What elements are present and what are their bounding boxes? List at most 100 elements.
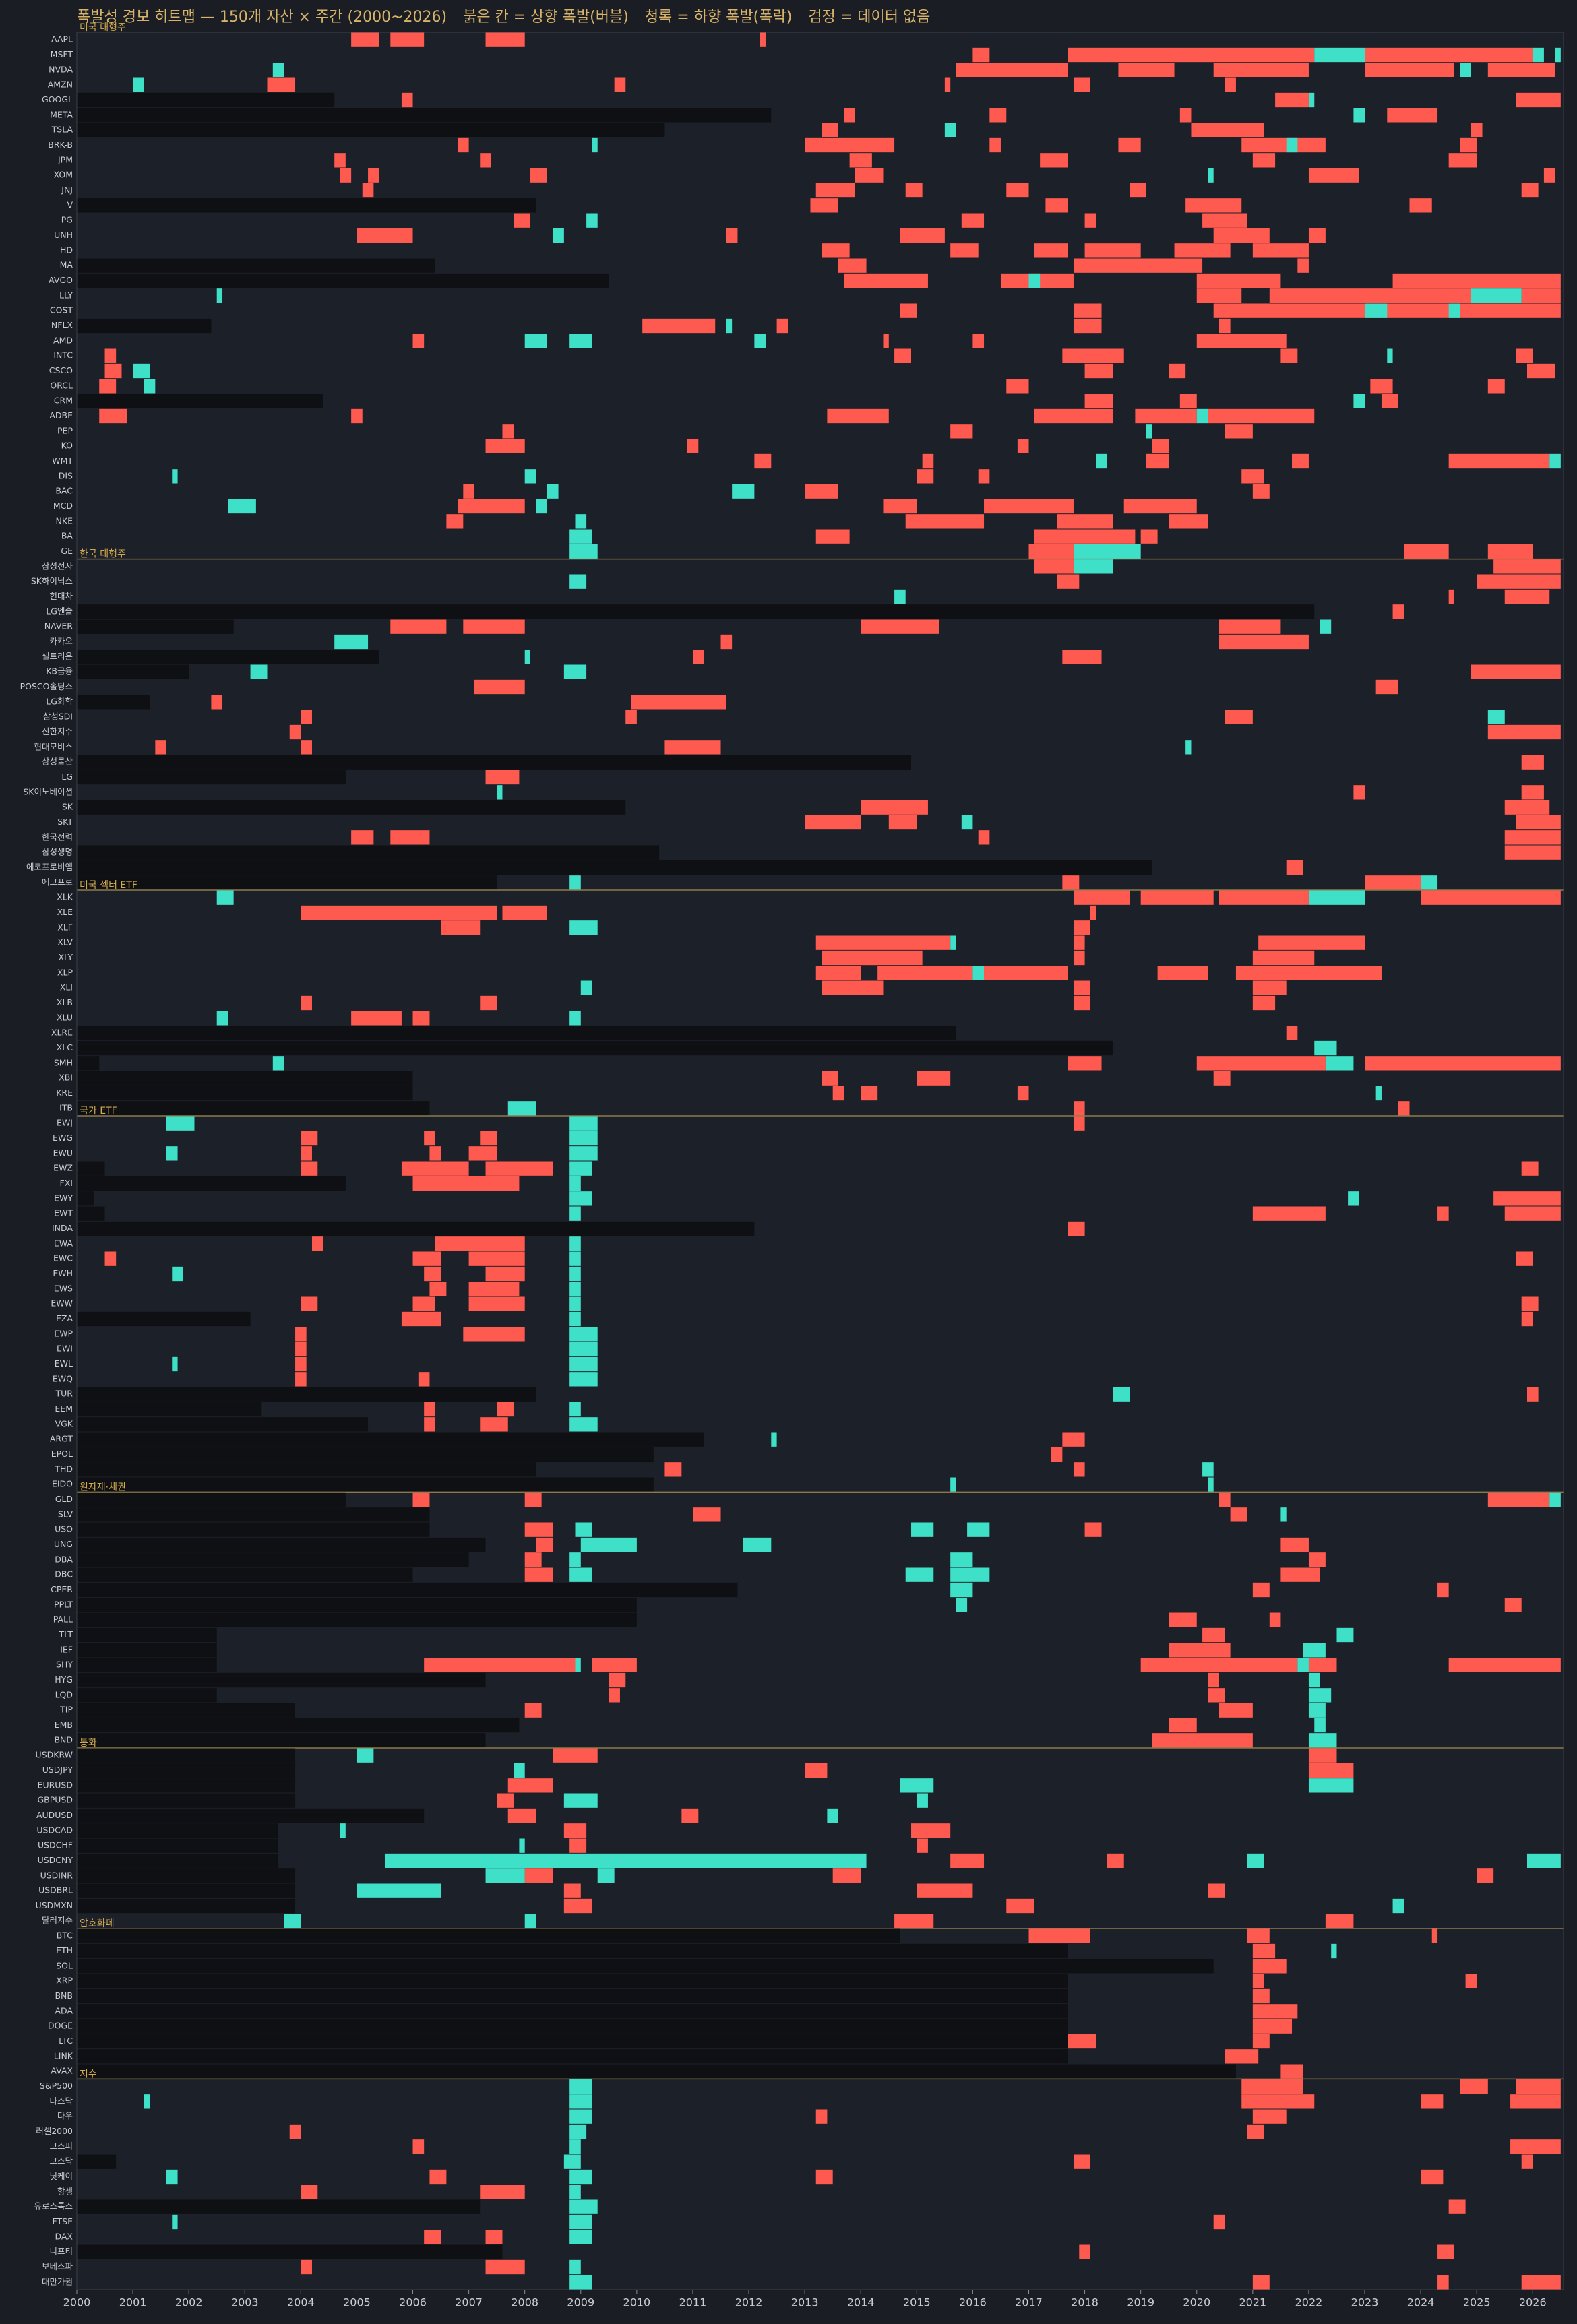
row-label: 삼성SDI — [43, 712, 73, 722]
x-tick-label: 2009 — [567, 2296, 594, 2309]
missing-cell — [77, 1026, 956, 1040]
bubble-alert — [1107, 1853, 1124, 1868]
bubble-alert — [390, 32, 425, 47]
row-label: LG엔솔 — [46, 606, 73, 616]
row-label: USDCAD — [36, 1825, 73, 1835]
row-label: JPM — [57, 154, 73, 164]
bubble-alert — [485, 2259, 525, 2275]
bubble-alert — [480, 2185, 525, 2199]
bubble-alert — [104, 1251, 117, 1266]
bubble-alert — [1252, 1988, 1270, 2004]
row-label: 삼성물산 — [42, 757, 73, 767]
crash-alert — [967, 1522, 990, 1537]
bubble-alert — [822, 1071, 839, 1086]
bubble-alert — [412, 1011, 430, 1026]
bubble-alert — [805, 815, 861, 830]
row-label: ARGT — [50, 1434, 73, 1444]
bubble-alert — [1477, 574, 1561, 589]
bubble-alert — [1437, 2244, 1454, 2259]
row-label: KO — [61, 441, 73, 451]
bubble-alert — [485, 1161, 553, 1176]
row-label: AUDUSD — [36, 1810, 73, 1820]
missing-cell — [77, 1718, 520, 1733]
crash-alert — [569, 2275, 592, 2290]
bubble-alert — [720, 634, 733, 650]
x-tick-label: 2015 — [903, 2296, 931, 2309]
bubble-alert — [412, 1492, 430, 1507]
bubble-alert — [883, 334, 889, 348]
x-tick-label: 2000 — [63, 2296, 91, 2309]
crash-alert — [1314, 1040, 1337, 1056]
bubble-alert — [888, 815, 917, 830]
legend-down: 청록 = 하향 폭발(폭락) — [645, 9, 793, 26]
row-label: SK — [62, 802, 73, 812]
bubble-alert — [524, 1567, 553, 1582]
crash-alert — [569, 1131, 598, 1146]
bubble-alert — [642, 318, 716, 334]
bubble-alert — [1269, 288, 1471, 303]
bubble-alert — [530, 168, 547, 183]
crash-alert — [485, 1868, 525, 1883]
row-label: WMT — [52, 456, 73, 466]
bubble-alert — [301, 1296, 318, 1311]
bubble-alert — [1062, 348, 1124, 363]
missing-cell — [77, 1733, 486, 1748]
bubble-alert — [989, 108, 1007, 123]
bubble-alert — [502, 424, 514, 439]
bubble-alert — [1280, 2064, 1303, 2079]
bubble-alert — [900, 228, 945, 243]
crash-alert — [1331, 1943, 1337, 1959]
crash-alert — [553, 228, 564, 243]
crash-alert — [144, 379, 156, 394]
crash-alert — [216, 1011, 228, 1026]
bubble-alert — [1325, 1914, 1354, 1928]
bubble-alert — [1471, 664, 1561, 679]
bubble-alert — [905, 183, 923, 198]
row-label: 대만가권 — [42, 2276, 73, 2286]
row-label: EWA — [54, 1238, 73, 1248]
crash-alert — [284, 1914, 301, 1928]
bubble-alert — [1308, 1748, 1337, 1763]
bubble-alert — [1196, 334, 1287, 348]
missing-cell — [77, 1432, 704, 1447]
bubble-alert — [497, 1402, 514, 1417]
row-label: EEM — [55, 1404, 73, 1414]
bubble-alert — [1521, 1311, 1533, 1327]
crash-alert — [1448, 303, 1460, 318]
row-label: COST — [50, 305, 73, 315]
missing-cell — [77, 695, 150, 710]
bubble-alert — [1135, 408, 1197, 424]
missing-cell — [77, 1387, 536, 1402]
crash-alert — [569, 1116, 598, 1131]
crash-alert — [144, 2094, 150, 2109]
row-label: FXI — [60, 1178, 73, 1188]
x-tick-label: 2003 — [231, 2296, 259, 2309]
bubble-alert — [497, 1793, 514, 1808]
bubble-alert — [301, 995, 312, 1011]
row-label: SMH — [54, 1057, 73, 1067]
bubble-alert — [463, 484, 474, 499]
bubble-alert — [1068, 1221, 1085, 1236]
bubble-alert — [950, 1853, 985, 1868]
crash-alert — [1286, 137, 1298, 153]
crash-alert — [1208, 1477, 1214, 1492]
missing-cell — [77, 258, 435, 273]
row-label: 다우 — [57, 2111, 73, 2121]
bubble-alert — [1252, 2004, 1298, 2019]
bubble-alert — [1213, 1071, 1231, 1086]
bubble-alert — [1034, 243, 1068, 258]
row-label: LTC — [59, 2036, 73, 2046]
bubble-alert — [1504, 845, 1561, 860]
row-label: BA — [61, 531, 73, 541]
crash-alert — [950, 935, 956, 950]
crash-alert — [334, 634, 369, 650]
bubble-alert — [429, 1282, 447, 1296]
bubble-alert — [776, 318, 788, 334]
crash-alert — [250, 664, 268, 679]
missing-cell — [77, 198, 536, 213]
crash-alert — [519, 1838, 525, 1853]
row-label: DIS — [59, 470, 73, 480]
row-label: JNJ — [61, 185, 73, 195]
bubble-alert — [1437, 2275, 1449, 2290]
bubble-alert — [1169, 363, 1186, 379]
